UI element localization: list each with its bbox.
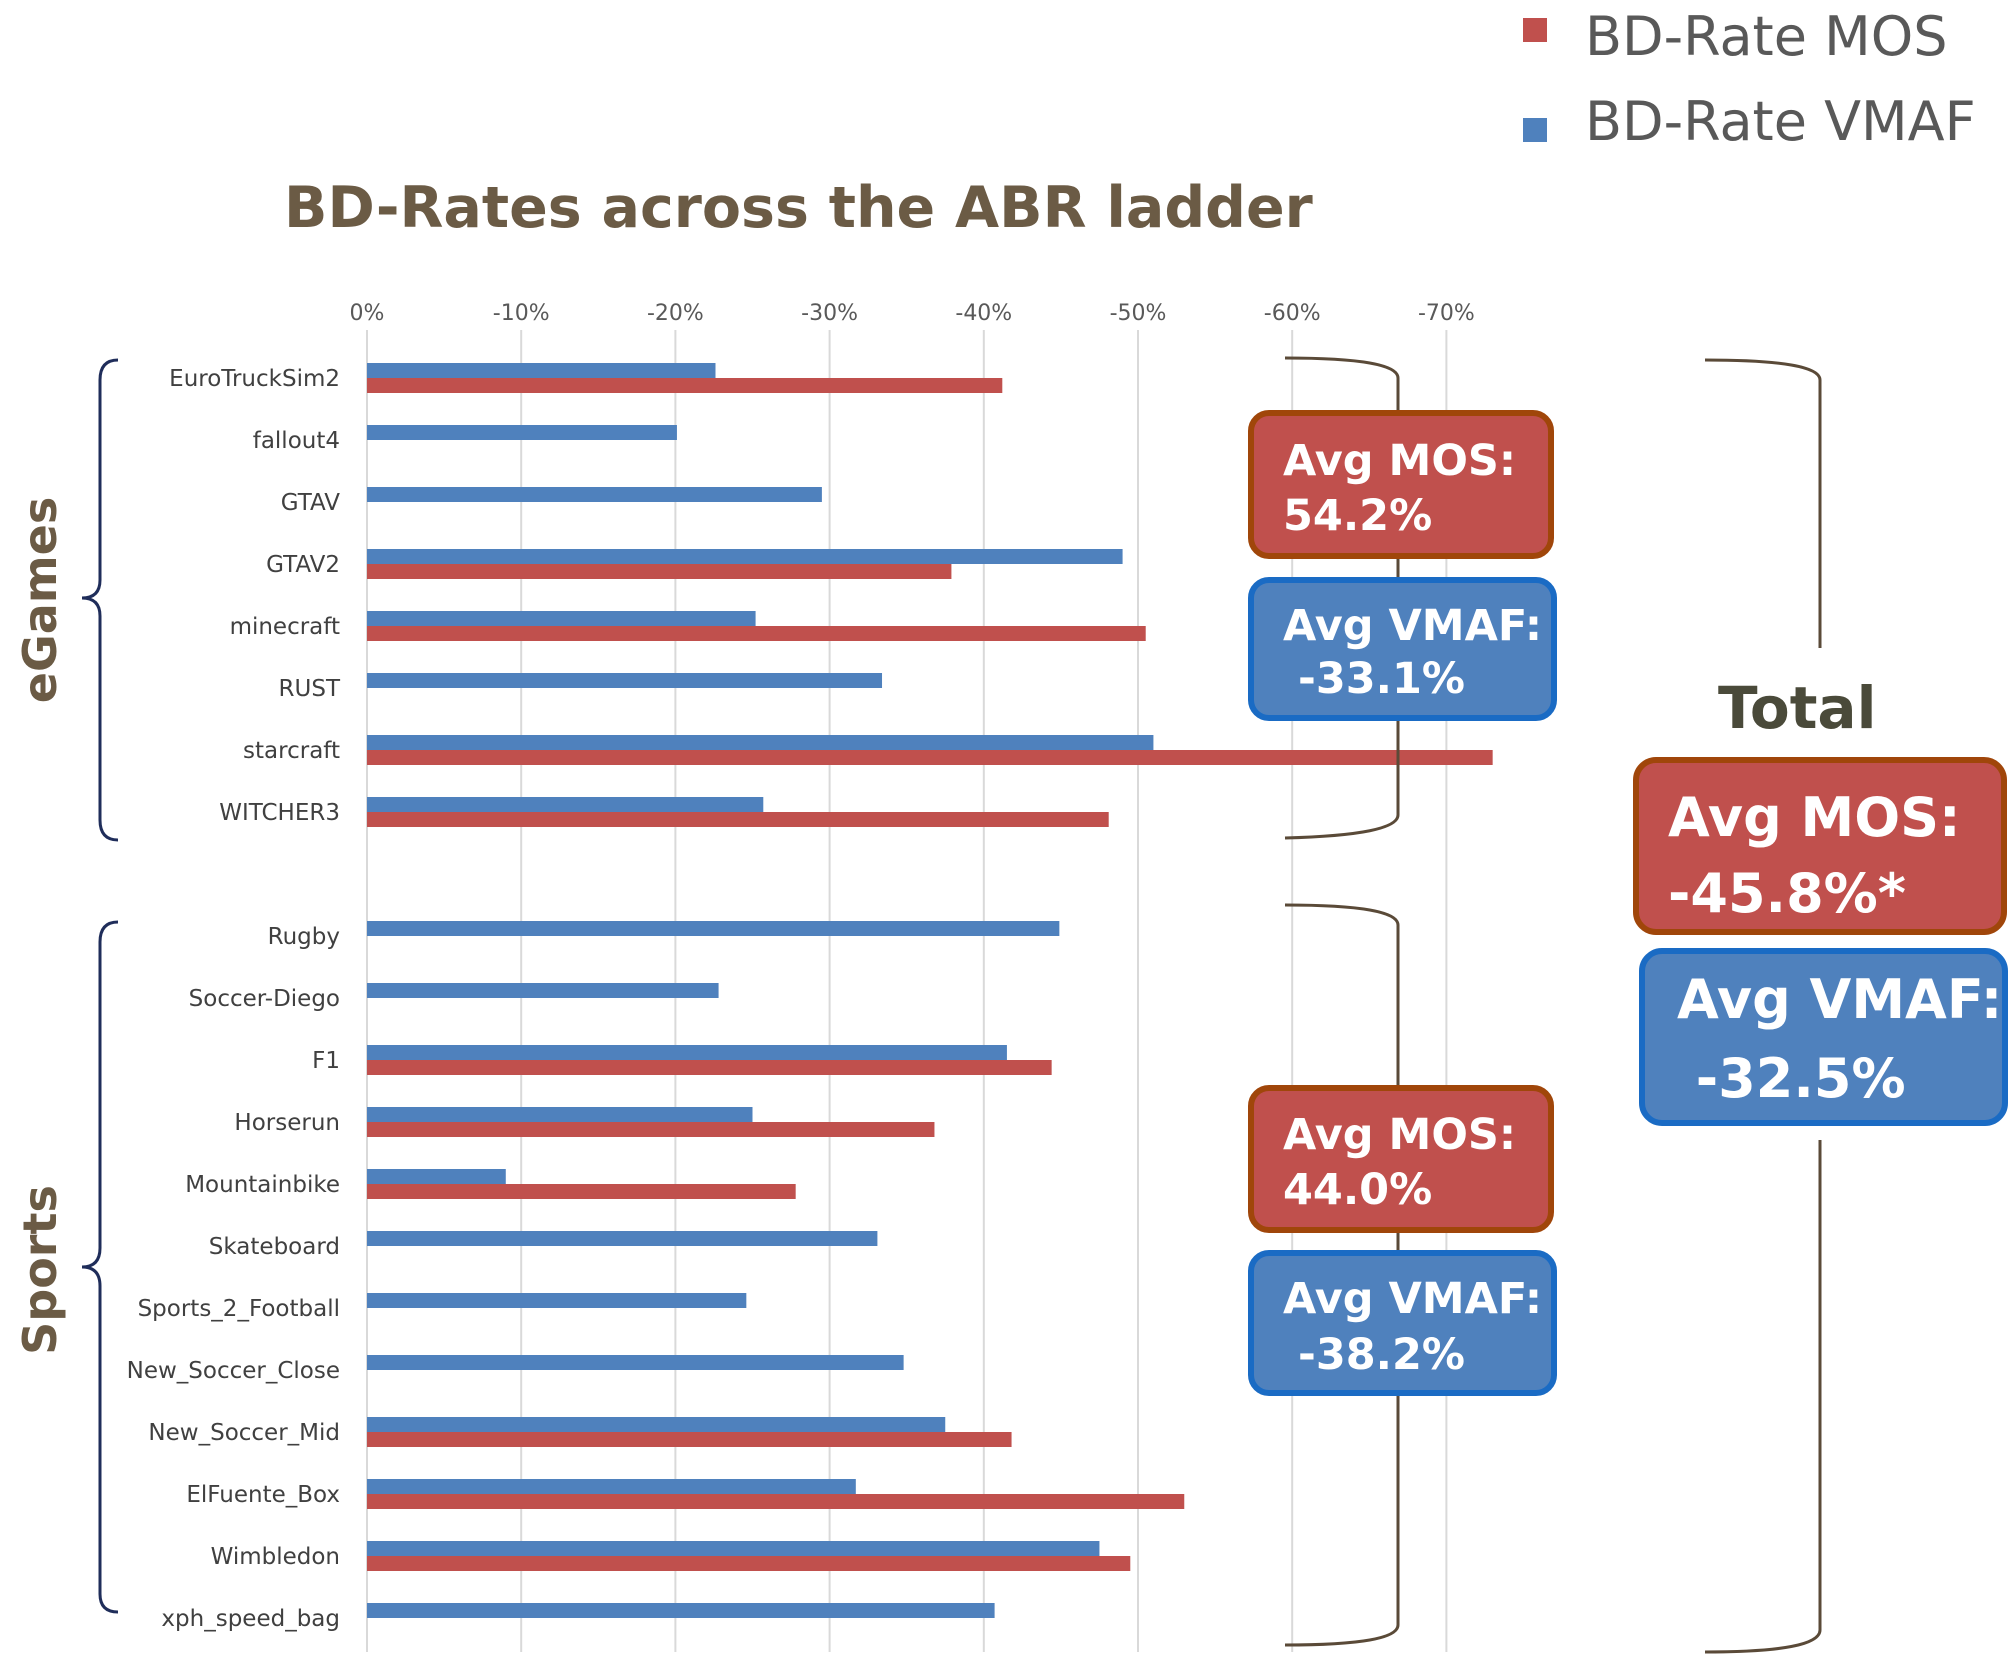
bar-vmaf	[367, 549, 1123, 564]
legend-label-mos: BD-Rate MOS	[1585, 5, 1947, 68]
egames-avg-vmaf-line2: -33.1%	[1283, 654, 1465, 704]
x-axis-ticks: 0% -10% -20% -30% -40% -50% -60% -70%	[350, 301, 1475, 326]
bar-vmaf	[367, 921, 1060, 936]
bar-vmaf	[367, 1293, 747, 1308]
egames-avg-mos-line1: Avg MOS:	[1283, 436, 1516, 486]
bar-vmaf	[367, 673, 883, 688]
bar-vmaf	[367, 1603, 995, 1618]
bar-mos	[367, 812, 1109, 827]
egames-avg-vmaf-line1: Avg VMAF:	[1283, 601, 1542, 651]
bar-mos	[367, 750, 1493, 765]
x-tick-label: -50%	[1110, 301, 1167, 326]
category-label: Mountainbike	[185, 1172, 340, 1198]
bar-mos	[367, 626, 1146, 641]
total-avg-mos-box: Avg MOS: -45.8%*	[1633, 757, 2007, 935]
sports-bracket	[81, 920, 119, 1614]
bar-mos	[367, 1556, 1131, 1571]
legend-swatch-vmaf	[1523, 118, 1547, 142]
category-label: GTAV	[281, 490, 341, 516]
sports-avg-mos-line2: 44.0%	[1283, 1165, 1432, 1215]
bar-mos	[367, 564, 952, 579]
category-label: xph_speed_bag	[161, 1606, 340, 1632]
bar-vmaf	[367, 363, 716, 378]
bar-mos	[367, 1494, 1185, 1509]
category-label: Sports_2_Football	[138, 1296, 340, 1322]
sports-avg-vmaf-line1: Avg VMAF:	[1283, 1274, 1542, 1324]
chart-title: BD-Rates across the ABR ladder	[284, 175, 1313, 241]
total-label: Total	[1718, 674, 1876, 742]
legend-label-vmaf: BD-Rate VMAF	[1585, 90, 1976, 153]
category-label: WITCHER3	[219, 800, 340, 826]
category-label: Skateboard	[209, 1234, 340, 1260]
total-avg-vmaf-box: Avg VMAF: -32.5%	[1639, 948, 2008, 1126]
total-bracket	[1704, 358, 1822, 1654]
bar-vmaf	[367, 1541, 1100, 1556]
bar-vmaf	[367, 735, 1154, 750]
bar-vmaf	[367, 487, 822, 502]
bar-vmaf	[367, 1169, 506, 1184]
x-tick-label: -10%	[493, 301, 550, 326]
x-tick-label: -30%	[801, 301, 858, 326]
bar-vmaf	[367, 1107, 753, 1122]
category-label: RUST	[279, 676, 341, 702]
category-label: starcraft	[243, 738, 340, 764]
category-label: Wimbledon	[211, 1544, 340, 1570]
x-tick-label: -20%	[647, 301, 704, 326]
total-avg-mos-line1: Avg MOS:	[1668, 786, 1961, 849]
bar-vmaf	[367, 797, 764, 812]
bars	[367, 363, 1493, 1618]
category-labels: EuroTruckSim2 fallout4 GTAV GTAV2 minecraft R…	[127, 366, 341, 1632]
sports-avg-mos-line1: Avg MOS:	[1283, 1110, 1516, 1160]
group-label-sports: Sports	[13, 1185, 67, 1355]
bar-mos	[367, 1184, 796, 1199]
bar-mos	[367, 1432, 1012, 1447]
egames-bracket	[81, 358, 119, 842]
category-label: Soccer-Diego	[189, 986, 340, 1012]
category-label: ElFuente_Box	[186, 1482, 340, 1508]
category-label: GTAV2	[266, 552, 340, 578]
sports-avg-vmaf-box: Avg VMAF: -38.2%	[1248, 1250, 1557, 1396]
bar-vmaf	[367, 425, 677, 440]
category-label: fallout4	[253, 428, 340, 454]
bar-vmaf	[367, 1231, 878, 1246]
category-label: New_Soccer_Mid	[148, 1420, 340, 1446]
bar-vmaf	[367, 1417, 946, 1432]
egames-avg-vmaf-box: Avg VMAF: -33.1%	[1248, 577, 1557, 721]
category-label: Rugby	[268, 924, 340, 950]
sports-avg-vmaf-line2: -38.2%	[1283, 1330, 1465, 1380]
bar-mos	[367, 1060, 1052, 1075]
bar-mos	[367, 378, 1003, 393]
bar-vmaf	[367, 1479, 856, 1494]
x-tick-label: -40%	[955, 301, 1012, 326]
category-label: minecraft	[230, 614, 340, 640]
bar-vmaf	[367, 1355, 904, 1370]
total-avg-vmaf-line2: -32.5%	[1677, 1047, 1906, 1110]
category-label: New_Soccer_Close	[127, 1358, 340, 1384]
egames-avg-mos-line2: 54.2%	[1283, 491, 1432, 541]
bar-vmaf	[367, 1045, 1007, 1060]
category-label: F1	[312, 1048, 340, 1074]
bar-vmaf	[367, 611, 756, 626]
x-tick-label: -70%	[1418, 301, 1475, 326]
egames-avg-mos-box: Avg MOS: 54.2%	[1248, 410, 1554, 559]
bar-vmaf	[367, 983, 719, 998]
bar-mos	[367, 1122, 935, 1137]
sports-avg-mos-box: Avg MOS: 44.0%	[1248, 1085, 1554, 1233]
legend: BD-Rate MOS BD-Rate VMAF	[1523, 5, 1976, 153]
category-label: Horserun	[234, 1110, 340, 1136]
x-tick-label: -60%	[1264, 301, 1321, 326]
category-label: EuroTruckSim2	[169, 366, 340, 392]
legend-swatch-mos	[1523, 18, 1547, 42]
x-tick-label: 0%	[350, 301, 385, 326]
group-label-egames: eGames	[13, 497, 67, 704]
total-avg-vmaf-line1: Avg VMAF:	[1677, 968, 2002, 1031]
total-avg-mos-line2: -45.8%*	[1668, 862, 1906, 925]
